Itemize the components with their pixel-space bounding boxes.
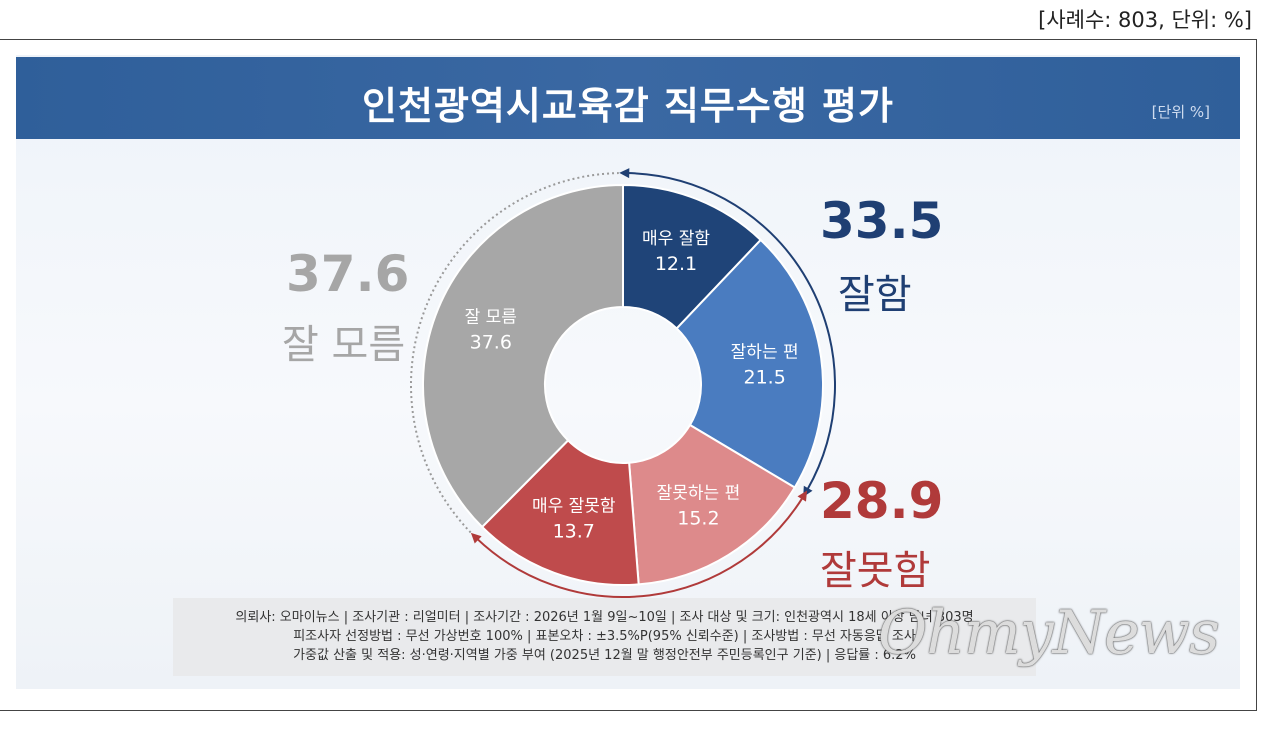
good-total-value: 33.5 xyxy=(820,192,944,250)
slice-value-4: 13.7 xyxy=(553,520,595,542)
good-arc-arrow-start xyxy=(619,168,630,179)
bad-group-arc xyxy=(476,496,804,598)
footer-line-3: 가중값 산출 및 적용: 성·연령·지역별 가중 부여 (2025년 12월 말… xyxy=(293,648,916,663)
good-group-arc xyxy=(627,172,836,491)
donut-slice-3 xyxy=(628,423,797,586)
good-total-label: 잘함 xyxy=(838,272,912,318)
slice-value-2: 21.5 xyxy=(744,367,786,389)
survey-info-footer: 의뢰사: 오마이뉴스 | 조사기관 : 리얼미터 | 조사기간 : 2026년 … xyxy=(173,598,1036,676)
unknown-group-arc xyxy=(410,172,619,534)
title-bar: 인천광역시교육감 직무수행 평가 [단위 %] xyxy=(16,57,1240,139)
bad-arc-arrow-end xyxy=(470,532,482,544)
donut-slice-2 xyxy=(675,238,824,489)
slice-label-2: 잘하는 편 xyxy=(731,343,799,363)
bad-total-label: 잘못함 xyxy=(820,548,931,594)
unknown-total-value: 37.6 xyxy=(286,245,410,303)
unit-label: [단위 %] xyxy=(1151,103,1210,121)
slice-label-1: 매우 잘함 xyxy=(642,229,710,249)
chart-title: 인천광역시교육감 직무수행 평가 xyxy=(362,84,894,128)
slice-label-5: 잘 모름 xyxy=(465,308,517,328)
footer-line-2: 피조사자 선정방법 : 무선 가상번호 100% | 표본오차 : ±3.5%P… xyxy=(293,629,916,644)
bad-total-value: 28.9 xyxy=(820,472,944,530)
donut-slice-5 xyxy=(422,183,624,529)
unknown-total-label: 잘 모름 xyxy=(282,322,406,368)
slice-label-4: 매우 잘못함 xyxy=(532,496,616,516)
footer-line-1: 의뢰사: 오마이뉴스 | 조사기관 : 리얼미터 | 조사기간 : 2026년 … xyxy=(235,610,974,625)
donut-slice-4 xyxy=(480,438,640,586)
ohmynews-watermark-logo: OhmyNews xyxy=(878,598,1220,668)
slice-value-1: 12.1 xyxy=(655,253,697,275)
sample-size-note: [사례수: 803, 단위: %] xyxy=(1038,8,1252,32)
slice-value-5: 37.6 xyxy=(470,332,512,354)
slice-value-3: 15.2 xyxy=(677,507,719,529)
bad-arc-arrow-start xyxy=(797,490,808,502)
slice-label-3: 잘못하는 편 xyxy=(657,483,741,503)
